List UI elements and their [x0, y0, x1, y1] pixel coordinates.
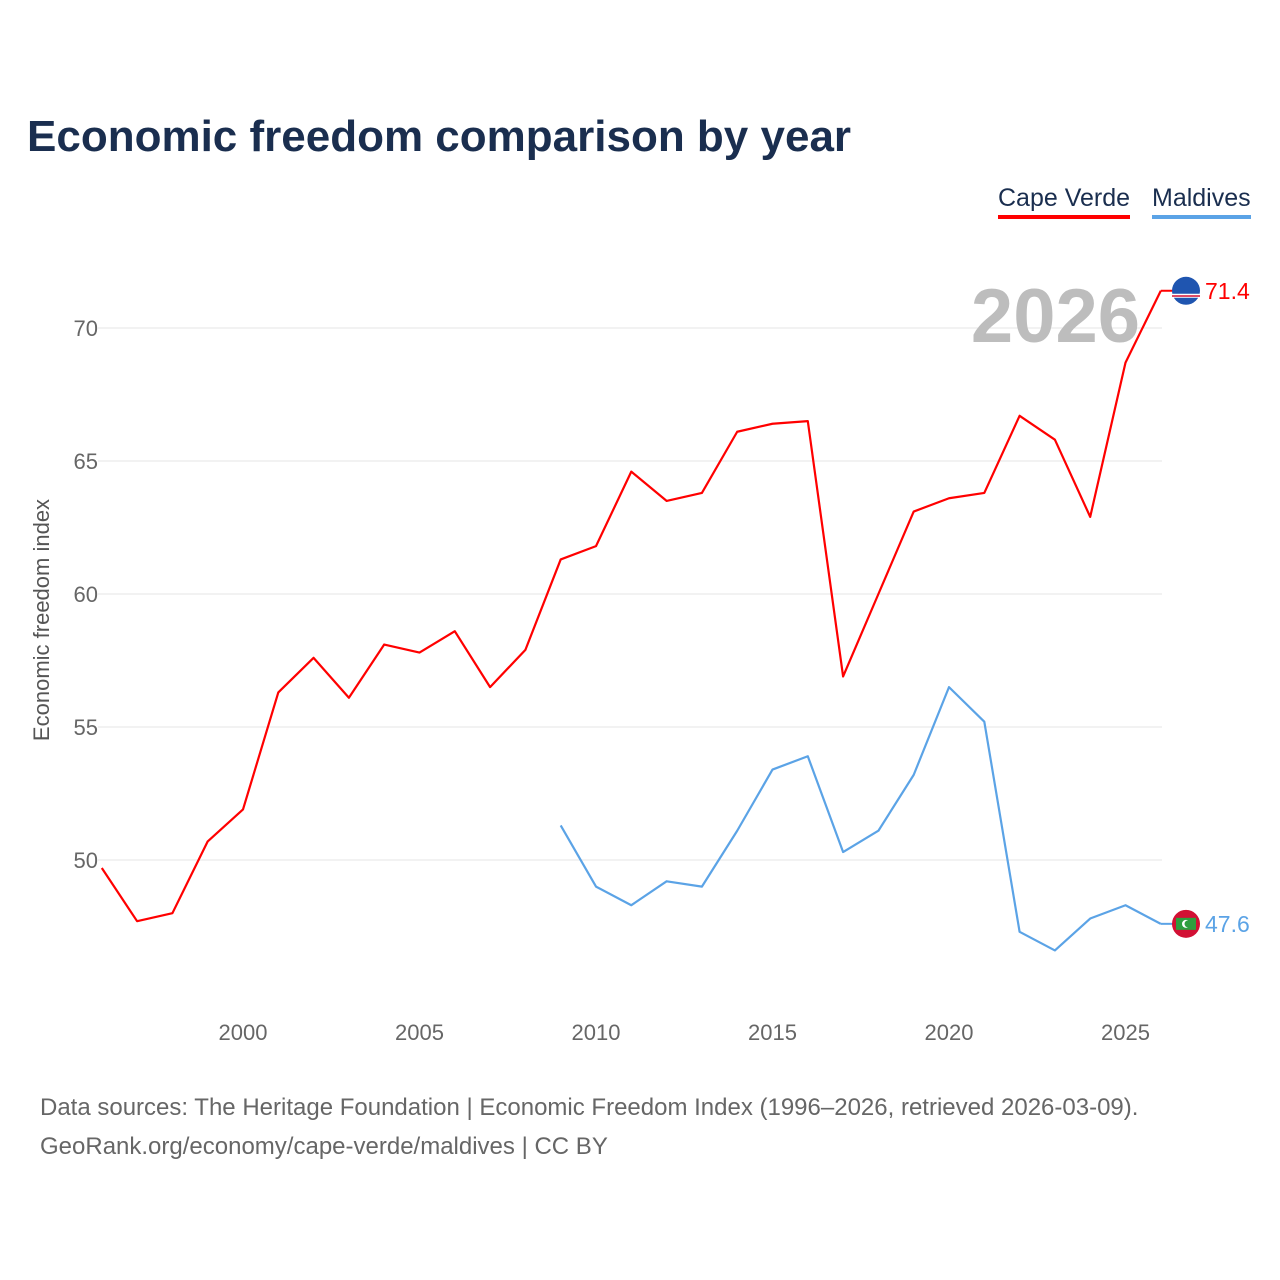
legend-maldives[interactable]: Maldives: [1152, 184, 1251, 219]
y-tick-label: 60: [74, 582, 98, 607]
end-value-label: 71.4: [1205, 278, 1250, 304]
x-tick-label: 2025: [1101, 1020, 1150, 1045]
y-tick-label: 70: [74, 316, 98, 341]
x-tick-label: 2015: [748, 1020, 797, 1045]
cape-verde-flag-icon: [1172, 276, 1200, 305]
source-line-1: Data sources: The Heritage Foundation | …: [40, 1094, 1139, 1121]
x-tick-label: 2020: [925, 1020, 974, 1045]
source-note: Data sources: The Heritage Foundation | …: [40, 1088, 1138, 1166]
series-line-maldives: [559, 685, 1162, 952]
x-tick-label: 2010: [572, 1020, 621, 1045]
y-tick-label: 65: [74, 449, 98, 474]
legend-cape-verde[interactable]: Cape Verde: [998, 184, 1131, 219]
end-value-label: 47.6: [1205, 911, 1250, 937]
source-line-2[interactable]: GeoRank.org/economy/cape-verde/maldives …: [40, 1133, 608, 1160]
chart-title: Economic freedom comparison by year: [27, 112, 852, 161]
series-line-cape-verde: [100, 290, 1162, 923]
y-tick-label: 55: [74, 715, 98, 740]
flag-stripe: [1172, 295, 1200, 297]
y-tick-label: 50: [74, 848, 98, 873]
year-label: 2026: [971, 274, 1140, 359]
flag-crescent-cut: [1184, 920, 1192, 928]
x-tick-label: 2000: [219, 1020, 268, 1045]
x-tick-label: 2005: [395, 1020, 444, 1045]
